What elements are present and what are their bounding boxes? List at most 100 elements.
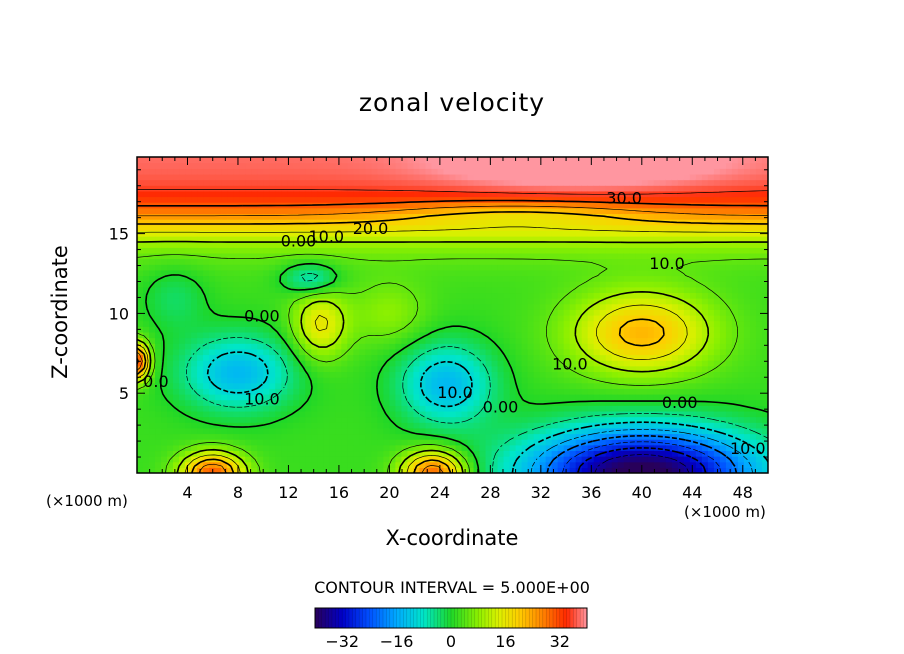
- field-cell: [365, 168, 372, 175]
- field-cell: [143, 230, 150, 237]
- field-cell: [539, 219, 547, 226]
- field-cell: [617, 309, 625, 316]
- field-cell: [485, 360, 493, 367]
- field-cell: [503, 388, 511, 395]
- field-cell: [533, 173, 541, 181]
- field-cell: [191, 258, 198, 265]
- field-cell: [569, 298, 577, 305]
- field-cell: [551, 162, 559, 169]
- field-cell: [569, 207, 577, 215]
- field-cell: [401, 326, 409, 333]
- field-cell: [269, 405, 276, 412]
- field-cell: [587, 326, 595, 333]
- field-cell: [653, 168, 661, 175]
- field-cell: [593, 354, 601, 361]
- field-cell: [479, 439, 487, 446]
- field-cell: [599, 179, 607, 186]
- field-cell: [317, 416, 324, 423]
- field-cell: [569, 343, 577, 350]
- field-cell: [503, 337, 511, 344]
- field-cell: [449, 450, 457, 457]
- field-cell: [371, 168, 378, 175]
- field-cell: [557, 173, 565, 181]
- field-cell: [575, 269, 583, 277]
- field-cell: [197, 224, 204, 231]
- field-cell: [455, 388, 463, 395]
- field-cell: [383, 422, 390, 429]
- field-cell: [473, 230, 481, 237]
- field-cell: [545, 207, 553, 215]
- field-cell: [641, 365, 649, 373]
- field-cell: [305, 360, 312, 367]
- field-cell: [503, 247, 511, 254]
- field-cell: [659, 157, 667, 164]
- field-cell: [407, 450, 415, 457]
- field-cell: [653, 399, 661, 406]
- field-cell: [377, 315, 384, 322]
- field-cell: [173, 241, 180, 248]
- field-cell: [137, 360, 144, 367]
- field-cell: [473, 371, 481, 378]
- field-cell: [287, 450, 294, 457]
- field-cell: [149, 461, 156, 468]
- field-cell: [539, 388, 547, 395]
- field-cell: [443, 196, 451, 203]
- field-cell: [173, 292, 180, 299]
- field-cell: [257, 247, 264, 254]
- field-cell: [203, 399, 210, 406]
- field-cell: [221, 394, 228, 401]
- field-cell: [227, 315, 234, 322]
- field-cell: [245, 337, 252, 344]
- field-cell: [251, 337, 258, 344]
- field-cell: [239, 236, 246, 243]
- field-cell: [347, 360, 354, 367]
- field-cell: [389, 377, 397, 384]
- field-cell: [545, 422, 553, 429]
- field-cell: [167, 450, 174, 457]
- field-cell: [263, 456, 270, 463]
- field-cell: [227, 281, 234, 288]
- field-cell: [233, 213, 240, 220]
- field-cell: [287, 422, 294, 429]
- field-cell: [665, 247, 673, 254]
- field-cell: [653, 213, 661, 220]
- field-cell: [407, 405, 415, 412]
- field-cell: [647, 326, 655, 333]
- field-cell: [353, 224, 360, 231]
- field-cell: [449, 422, 457, 429]
- field-cell: [551, 157, 559, 164]
- field-cell: [581, 382, 589, 389]
- field-cell: [521, 422, 529, 429]
- field-cell: [407, 168, 415, 175]
- field-cell: [629, 337, 637, 344]
- field-cell: [533, 264, 541, 271]
- field-cell: [659, 252, 667, 260]
- field-cell: [371, 224, 378, 231]
- field-cell: [515, 461, 523, 468]
- field-cell: [329, 196, 336, 203]
- field-cell: [491, 348, 499, 356]
- field-cell: [491, 162, 499, 169]
- field-cell: [173, 320, 180, 327]
- field-cell: [395, 382, 403, 389]
- field-cell: [179, 410, 186, 418]
- field-cell: [305, 410, 312, 418]
- field-cell: [497, 275, 505, 282]
- field-cell: [569, 422, 577, 429]
- field-cell: [455, 241, 463, 248]
- field-cell: [653, 377, 661, 384]
- field-cell: [305, 382, 312, 389]
- field-cell: [431, 213, 439, 220]
- field-cell: [587, 179, 595, 186]
- field-cell: [443, 422, 451, 429]
- field-cell: [503, 371, 511, 378]
- field-cell: [467, 456, 475, 463]
- field-cell: [305, 444, 312, 452]
- field-cell: [497, 219, 505, 226]
- field-cell: [341, 467, 348, 473]
- field-cell: [665, 309, 673, 316]
- field-cell: [563, 292, 571, 299]
- field-cell: [365, 456, 372, 463]
- field-cell: [347, 207, 354, 215]
- field-cell: [407, 298, 415, 305]
